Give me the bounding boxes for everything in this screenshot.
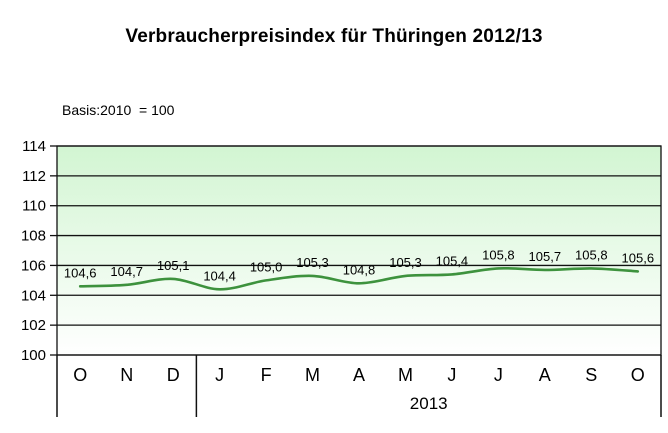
x-axis-label: M bbox=[398, 365, 413, 385]
data-point-label: 104,4 bbox=[203, 268, 236, 283]
data-point-label: 105,4 bbox=[436, 253, 469, 268]
data-point-label: 104,8 bbox=[343, 262, 376, 277]
data-point-label: 105,0 bbox=[250, 259, 283, 274]
data-point-label: 105,3 bbox=[296, 255, 329, 270]
x-axis-label: O bbox=[73, 365, 87, 385]
x-axis-label: J bbox=[447, 365, 456, 385]
page-title: Verbraucherpreisindex für Thüringen 2012… bbox=[125, 26, 543, 47]
data-point-label: 105,8 bbox=[482, 247, 515, 262]
data-point-label: 105,8 bbox=[575, 247, 608, 262]
data-point-label: 104,6 bbox=[64, 265, 97, 280]
x-axis-label: M bbox=[305, 365, 320, 385]
data-point-label: 105,6 bbox=[622, 250, 655, 265]
x-axis-group-label: 2013 bbox=[410, 394, 448, 413]
data-point-label: 104,7 bbox=[110, 264, 143, 279]
y-axis-label: 100 bbox=[21, 347, 46, 364]
y-axis-label: 112 bbox=[22, 168, 46, 185]
plot-border bbox=[56, 145, 662, 356]
y-axis-label: 106 bbox=[21, 257, 46, 274]
data-point-label: 105,7 bbox=[529, 249, 562, 264]
x-axis-label: D bbox=[167, 365, 180, 385]
y-axis-label: 110 bbox=[22, 198, 46, 215]
x-axis-label: J bbox=[494, 365, 503, 385]
data-point-label: 105,3 bbox=[389, 255, 422, 270]
y-axis-label: 104 bbox=[21, 287, 46, 304]
basis-note: Basis:2010 = 100 bbox=[62, 102, 175, 118]
x-axis-label: A bbox=[353, 365, 365, 385]
x-axis-label: N bbox=[120, 365, 133, 385]
x-axis-label: O bbox=[631, 365, 645, 385]
y-axis-label: 108 bbox=[21, 228, 46, 245]
y-axis-label: 114 bbox=[22, 138, 46, 155]
data-series-line bbox=[78, 266, 640, 291]
x-axis-label: A bbox=[539, 365, 551, 385]
y-axis-label: 102 bbox=[21, 317, 46, 334]
x-axis-label: S bbox=[585, 365, 597, 385]
x-axis-label: J bbox=[215, 365, 224, 385]
plot-area bbox=[57, 146, 661, 355]
data-point-label: 105,1 bbox=[157, 258, 190, 273]
x-axis-label: F bbox=[261, 365, 272, 385]
